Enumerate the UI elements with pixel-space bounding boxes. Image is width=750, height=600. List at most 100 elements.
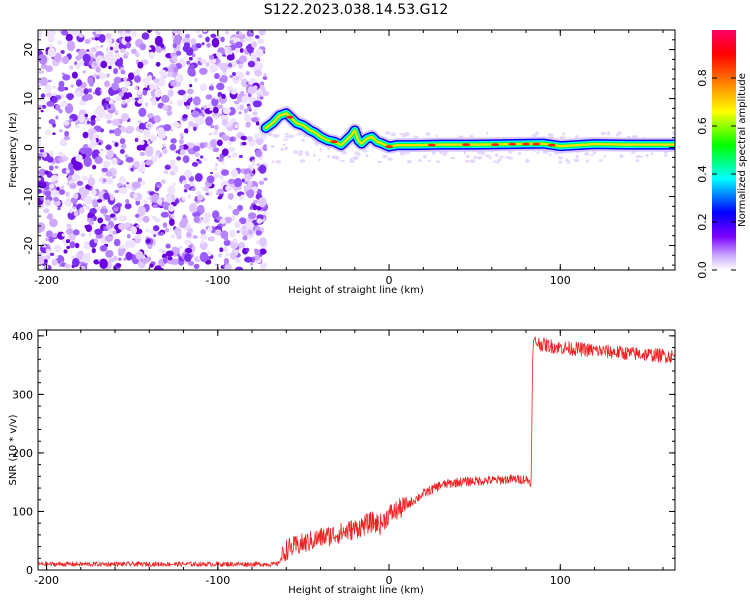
noise-speckle [221, 148, 229, 157]
snr-x-label: Height of straight line (km) [288, 585, 424, 596]
noise-speckle [125, 42, 132, 49]
x-tick-label: -200 [34, 274, 59, 287]
noise-speckle [80, 233, 86, 237]
noise-speckle [153, 234, 157, 238]
noise-speckle [184, 128, 189, 134]
noise-speckle [107, 52, 114, 59]
noise-speckle [204, 186, 210, 192]
noise-speckle [206, 175, 215, 184]
noise-speckle [205, 36, 210, 43]
noise-speckle [585, 159, 589, 163]
noise-speckle [256, 218, 263, 224]
noise-speckle [183, 42, 191, 48]
noise-speckle [250, 52, 257, 59]
noise-speckle [98, 153, 102, 157]
noise-speckle [205, 116, 214, 126]
noise-speckle [114, 142, 119, 147]
noise-speckle [354, 151, 358, 155]
ridge-peak [330, 140, 339, 144]
noise-speckle [601, 133, 605, 136]
x-tick-label: 0 [386, 274, 393, 287]
noise-speckle [73, 192, 79, 200]
noise-speckle [187, 194, 191, 199]
noise-speckle [110, 195, 115, 201]
noise-speckle [75, 154, 83, 162]
noise-speckle [590, 153, 594, 157]
noise-speckle [130, 167, 134, 172]
noise-speckle [190, 64, 195, 68]
noise-speckle [75, 90, 82, 97]
noise-speckle [465, 159, 470, 163]
noise-speckle [48, 165, 54, 171]
noise-speckle [258, 237, 267, 247]
noise-speckle [217, 104, 223, 110]
noise-speckle [215, 163, 219, 167]
noise-speckle [275, 134, 280, 138]
noise-speckle [79, 265, 86, 270]
noise-speckle [227, 155, 231, 159]
noise-speckle [66, 245, 71, 249]
noise-speckle [299, 159, 306, 163]
noise-speckle [172, 43, 177, 49]
noise-speckle [340, 160, 346, 162]
noise-speckle [221, 135, 230, 141]
y-tick-label: 300 [12, 388, 33, 401]
x-tick-label: 100 [550, 574, 571, 587]
noise-speckle [193, 216, 200, 224]
noise-speckle [314, 141, 317, 145]
y-tick-label: 10 [22, 92, 35, 106]
noise-speckle [92, 164, 97, 170]
noise-speckle [280, 148, 285, 151]
noise-speckle [111, 82, 119, 91]
colorbar-tick-label: 0.6 [696, 117, 709, 135]
noise-speckle [535, 131, 539, 136]
noise-speckle [214, 73, 220, 80]
noise-speckle [141, 257, 149, 264]
noise-speckle [241, 178, 245, 183]
noise-speckle [384, 131, 391, 135]
noise-speckle [263, 73, 267, 77]
noise-speckle [38, 138, 42, 146]
noise-speckle [120, 77, 125, 82]
noise-speckle [114, 45, 120, 52]
noise-speckle [284, 132, 289, 135]
noise-speckle [214, 116, 218, 120]
noise-speckle [216, 188, 225, 195]
noise-speckle [105, 144, 112, 151]
noise-speckle [200, 234, 208, 240]
noise-speckle [114, 189, 119, 194]
x-tick-label: -100 [205, 574, 230, 587]
noise-speckle [255, 121, 260, 126]
ridge-peak [508, 142, 517, 146]
noise-speckle [176, 99, 184, 107]
noise-speckle [235, 266, 244, 270]
noise-speckle [146, 75, 153, 81]
noise-speckle [252, 111, 258, 116]
noise-speckle [184, 169, 192, 179]
noise-speckle [38, 255, 46, 265]
noise-speckle [133, 160, 140, 168]
noise-speckle [143, 129, 151, 138]
noise-speckle [52, 85, 56, 89]
noise-speckle [219, 247, 224, 253]
noise-speckle [203, 105, 208, 109]
noise-speckle [128, 72, 135, 81]
noise-speckle [147, 124, 152, 128]
noise-speckle [212, 111, 221, 119]
noise-speckle [187, 88, 194, 95]
noise-speckle [108, 210, 112, 213]
noise-speckle [112, 216, 118, 221]
noise-speckle [182, 144, 189, 150]
noise-speckle [260, 133, 267, 140]
noise-speckle [76, 251, 84, 260]
noise-speckle [114, 127, 122, 137]
noise-speckle [255, 48, 264, 58]
noise-speckle [104, 112, 113, 120]
noise-speckle [635, 159, 640, 163]
noise-speckle [606, 131, 611, 136]
noise-speckle [238, 241, 245, 249]
noise-speckle [187, 125, 191, 129]
noise-speckle [362, 149, 368, 153]
noise-speckle [124, 80, 131, 87]
noise-speckle [60, 138, 67, 146]
